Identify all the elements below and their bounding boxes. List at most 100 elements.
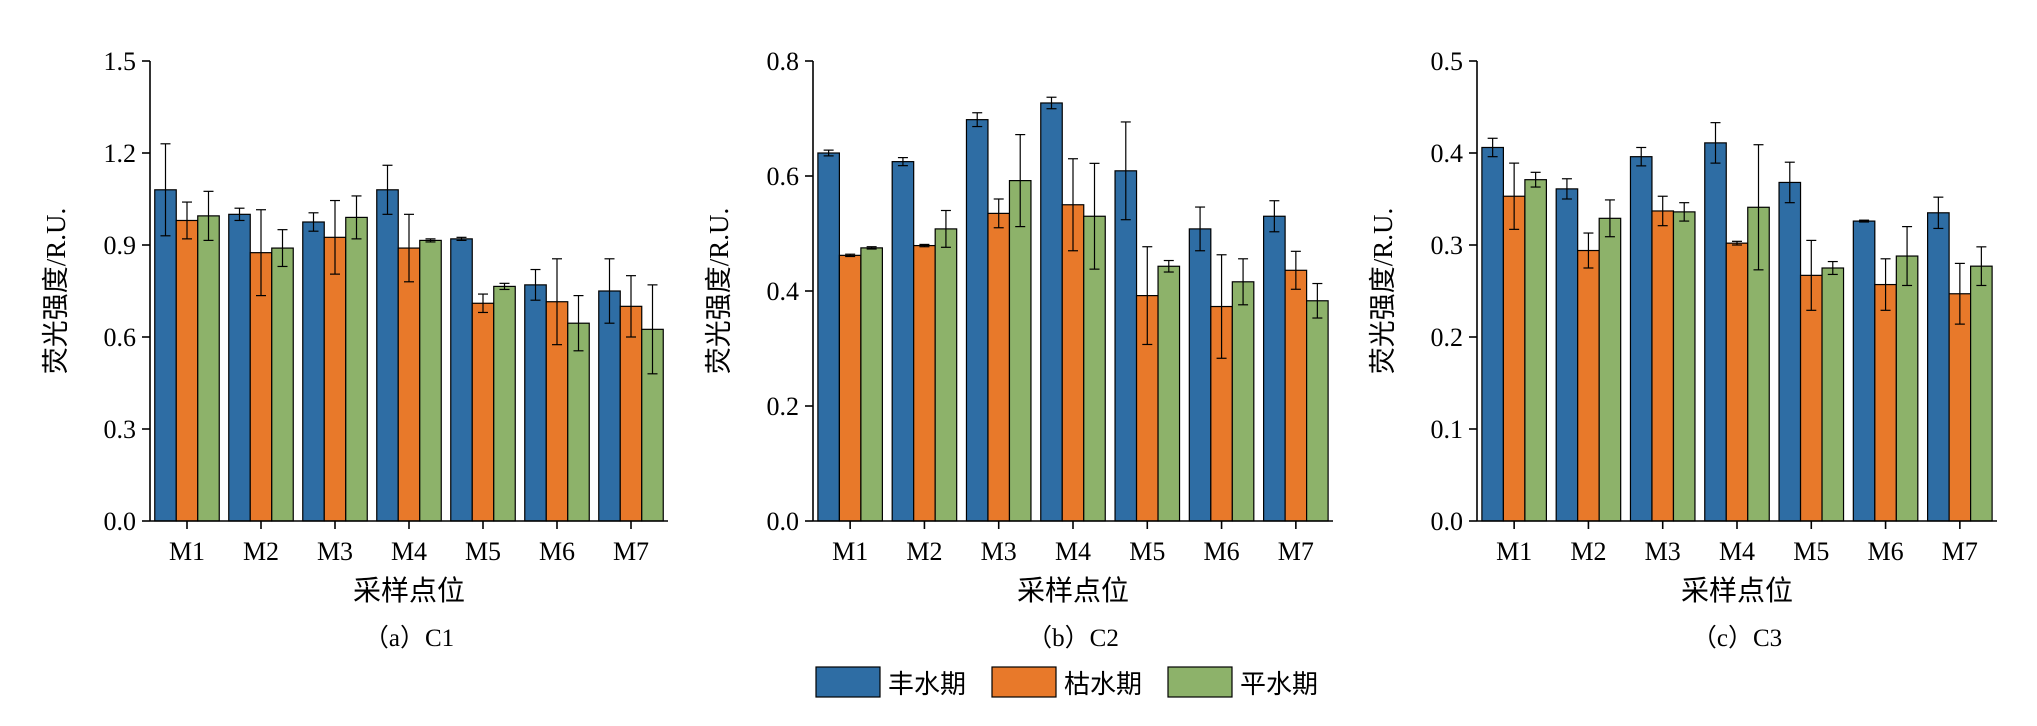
x-tick-label: M5 (465, 537, 501, 566)
bar-dry-season-m2 (1577, 249, 1600, 522)
x-tick-label: M3 (1645, 537, 1681, 566)
error-bar-wet-season-m1 (160, 143, 171, 237)
x-tick-label: M6 (539, 537, 575, 566)
error-bar-normal-season-m7 (647, 284, 658, 375)
x-tick-label: M4 (391, 537, 427, 566)
legend-swatch-wet-season (815, 666, 881, 698)
error-bar-dry-season-m2 (256, 209, 266, 297)
y-tick-label: 0.3 (104, 415, 137, 444)
x-tick-label: M3 (981, 537, 1017, 566)
error-bar-normal-season-m1 (1530, 171, 1541, 188)
error-bar-normal-season-m6 (1238, 258, 1249, 306)
error-bar-wet-season-m5 (456, 236, 467, 241)
error-bar-dry-season-m7 (1954, 262, 1965, 325)
error-bar-normal-season-m4 (1089, 162, 1100, 270)
bar-wet-season-m5 (450, 238, 473, 522)
error-bar-dry-season-m1 (845, 253, 856, 258)
error-bar-dry-season-m2 (919, 243, 930, 248)
y-tick-label: 0.4 (1431, 139, 1464, 168)
bar-normal-season-m1 (860, 247, 883, 522)
error-bar-wet-season-m5 (1120, 121, 1131, 221)
error-bar-normal-season-m4 (1753, 144, 1764, 271)
bar-dry-season-m3 (987, 212, 1011, 522)
bar-wet-season-m1 (1481, 146, 1504, 522)
error-bar-normal-season-m3 (351, 195, 362, 240)
error-bar-wet-season-m5 (1784, 161, 1795, 204)
y-axis-title: 荧光强度/R.U. (1368, 208, 1398, 375)
y-tick-label: 0.3 (1431, 231, 1464, 260)
x-tick-label: M7 (613, 537, 649, 566)
error-bar-wet-season-m3 (1636, 146, 1647, 167)
x-tick-label: M5 (1793, 537, 1829, 566)
y-tick-label: 0.2 (767, 392, 800, 421)
x-tick-label: M2 (1570, 537, 1606, 566)
error-bar-wet-season-m3 (972, 112, 983, 128)
bar-wet-season-m5 (1778, 181, 1802, 522)
bar-wet-season-m3 (302, 221, 325, 522)
bar-wet-season-m7 (1263, 215, 1286, 522)
bar-wet-season-m2 (1555, 188, 1579, 522)
error-bar-dry-season-m3 (330, 199, 340, 275)
bar-dry-season-m4 (1725, 242, 1749, 522)
bar-normal-season-m5 (1821, 267, 1845, 522)
error-bar-dry-season-m7 (1290, 250, 1301, 290)
y-tick-label: 0.6 (767, 162, 800, 191)
error-bar-dry-season-m7 (626, 275, 636, 338)
error-bar-normal-season-m7 (1312, 282, 1323, 319)
error-bar-wet-season-m2 (234, 207, 245, 222)
x-axis-title: 采样点位 (1681, 575, 1793, 607)
error-bar-normal-season-m3 (1015, 134, 1026, 228)
bar-normal-season-m7 (1306, 300, 1329, 522)
bar-normal-season-m5 (1157, 265, 1181, 522)
bar-normal-season-m2 (934, 228, 958, 522)
bar-normal-season-m3 (1672, 211, 1696, 522)
bar-normal-season-m1 (1524, 179, 1547, 522)
error-bar-normal-season-m2 (940, 209, 951, 248)
bar-wet-season-m7 (598, 290, 621, 522)
x-tick-label: M7 (1942, 537, 1978, 566)
error-bar-wet-season-m7 (1933, 196, 1944, 230)
bar-normal-season-m6 (567, 322, 590, 522)
x-tick-label: M1 (832, 537, 868, 566)
bar-dry-season-m1 (175, 219, 199, 522)
error-bar-normal-season-m2 (1604, 199, 1615, 238)
bar-dry-season-m7 (1284, 269, 1308, 522)
bar-wet-season-m2 (891, 161, 915, 522)
error-bar-normal-season-m1 (866, 246, 877, 250)
x-tick-label: M5 (1129, 537, 1165, 566)
bar-normal-season-m5 (493, 285, 516, 522)
bar-wet-season-m4 (1704, 142, 1727, 522)
error-bar-dry-season-m3 (1657, 195, 1668, 227)
bar-dry-season-m2 (913, 244, 936, 522)
panel-caption: （a）C1 (364, 624, 454, 652)
legend-swatch-normal-season (1167, 666, 1233, 698)
x-tick-label: M1 (1496, 537, 1532, 566)
x-tick-label: M4 (1719, 537, 1755, 566)
y-tick-label: 1.5 (104, 47, 137, 76)
x-tick-label: M2 (243, 537, 279, 566)
error-bar-dry-season-m1 (182, 201, 192, 240)
error-bar-wet-season-m2 (897, 157, 908, 167)
error-bar-dry-season-m4 (1068, 158, 1078, 252)
bar-normal-season-m7 (1970, 265, 1993, 522)
error-bar-normal-season-m5 (499, 282, 510, 291)
error-bar-dry-season-m6 (552, 258, 562, 346)
error-bar-dry-season-m5 (1142, 246, 1153, 346)
y-tick-label: 0.1 (1431, 415, 1464, 444)
bar-normal-season-m2 (271, 247, 294, 522)
error-bar-wet-season-m6 (1859, 219, 1870, 223)
bar-dry-season-m3 (1651, 210, 1675, 522)
y-tick-label: 0.0 (104, 507, 137, 536)
x-tick-label: M6 (1204, 537, 1240, 566)
legend: 丰水期 枯水期 平水期 (815, 666, 1318, 699)
error-bar-wet-season-m2 (1561, 178, 1572, 200)
bar-normal-season-m6 (1895, 255, 1919, 522)
error-bar-wet-season-m1 (823, 149, 834, 157)
legend-swatch-dry-season (991, 666, 1057, 698)
error-bar-dry-season-m5 (1806, 239, 1817, 311)
bar-wet-season-m5 (1114, 170, 1138, 522)
error-bar-normal-season-m6 (573, 295, 584, 352)
y-tick-label: 0.0 (767, 507, 800, 536)
error-bar-dry-season-m1 (1509, 162, 1520, 230)
